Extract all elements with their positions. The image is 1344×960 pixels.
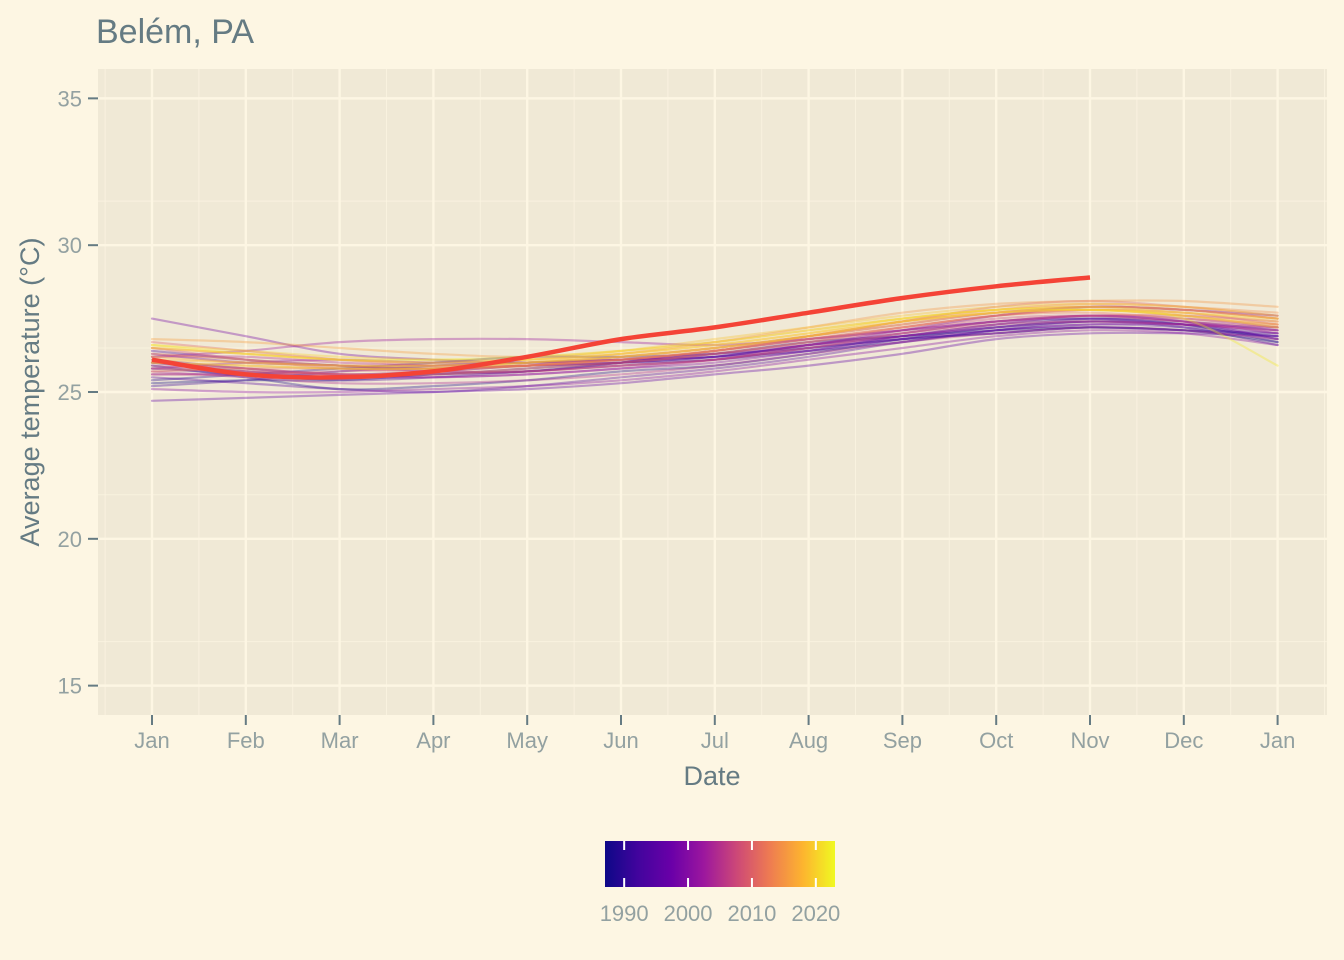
current-year-series xyxy=(151,275,1091,380)
series-line-2010 xyxy=(150,299,1279,368)
series-line-2020 xyxy=(150,305,1279,362)
series-line-2007 xyxy=(150,314,1279,376)
series-line-1998 xyxy=(150,305,1279,364)
series-line-2017 xyxy=(150,308,1279,368)
series-line-1993 xyxy=(150,317,1279,382)
y-tick-label: 20 xyxy=(58,527,82,552)
series-line-2002 xyxy=(150,314,1279,358)
x-tick-label: Oct xyxy=(979,728,1013,753)
series-line-2003 xyxy=(150,314,1279,379)
series-line-2015 xyxy=(150,299,1279,364)
series-line-2016 xyxy=(150,305,1279,358)
series-line-2009 xyxy=(150,308,1279,376)
x-tick-label: Jun xyxy=(603,728,638,753)
current-year-line xyxy=(151,275,1091,380)
series-line-2013 xyxy=(150,305,1279,370)
series-line-2012 xyxy=(150,311,1279,373)
year-series-lines xyxy=(150,299,1279,402)
chart-title: Belém, PA xyxy=(96,13,254,51)
series-line-2008 xyxy=(150,313,1279,374)
series-line-2011 xyxy=(150,308,1279,377)
series-line-2000 xyxy=(150,329,1279,394)
series-line-2018 xyxy=(150,308,1279,368)
series-line-1995 xyxy=(150,317,1279,376)
series-line-1996 xyxy=(150,331,1279,402)
x-tick-label: Nov xyxy=(1070,728,1109,753)
major-gridlines xyxy=(98,69,1327,715)
colorbar xyxy=(605,841,835,887)
series-line-2001 xyxy=(150,320,1279,370)
series-line-2021 xyxy=(150,308,1279,371)
series-line-2004 xyxy=(150,326,1279,385)
series-line-1989 xyxy=(150,326,1279,382)
y-tick-label: 30 xyxy=(58,233,82,258)
series-line-1987 xyxy=(150,326,1279,385)
series-line-1988 xyxy=(150,320,1279,391)
x-tick-label: Sep xyxy=(883,728,922,753)
series-line-2019 xyxy=(150,302,1279,364)
colorbar-tick-label: 2000 xyxy=(664,901,713,926)
x-tick-label: Dec xyxy=(1164,728,1203,753)
series-line-1992 xyxy=(150,326,1279,370)
series-line-2005 xyxy=(150,305,1279,367)
y-tick-label: 25 xyxy=(58,380,82,405)
x-axis-title: Date xyxy=(683,761,740,791)
y-tick-label: 15 xyxy=(58,674,82,699)
series-line-2006 xyxy=(150,320,1279,376)
x-axis: Jan Feb Mar Apr May Jun Jul Aug Sep Oct Nov Dec Jan xyxy=(134,715,1295,753)
x-tick-label: Jan xyxy=(1260,728,1295,753)
x-tick-label: May xyxy=(506,728,548,753)
y-axis: 15 20 25 30 35 xyxy=(58,86,98,699)
x-tick-label: Jul xyxy=(701,728,729,753)
x-tick-label: Jan xyxy=(134,728,169,753)
series-line-2014 xyxy=(150,302,1279,370)
series-line-1994 xyxy=(150,323,1279,394)
series-line-1991 xyxy=(150,320,1279,388)
x-tick-label: Mar xyxy=(321,728,359,753)
colorbar-tick-label: 1990 xyxy=(600,901,649,926)
colorbar-tick-label: 2010 xyxy=(727,901,776,926)
colorbar-tick-label: 2020 xyxy=(791,901,840,926)
series-line-1997 xyxy=(150,314,1279,374)
y-axis-title: Average temperature (°C) xyxy=(15,238,45,547)
series-line-2022 xyxy=(150,307,1279,367)
x-tick-label: Aug xyxy=(789,728,828,753)
y-tick-label: 35 xyxy=(58,86,82,111)
colorbar-ticks: 1990 2000 2010 2020 xyxy=(600,841,840,926)
x-tick-label: Feb xyxy=(227,728,265,753)
x-tick-label: Apr xyxy=(416,728,450,753)
year-colorbar-legend: 1990 2000 2010 2020 xyxy=(600,841,840,926)
